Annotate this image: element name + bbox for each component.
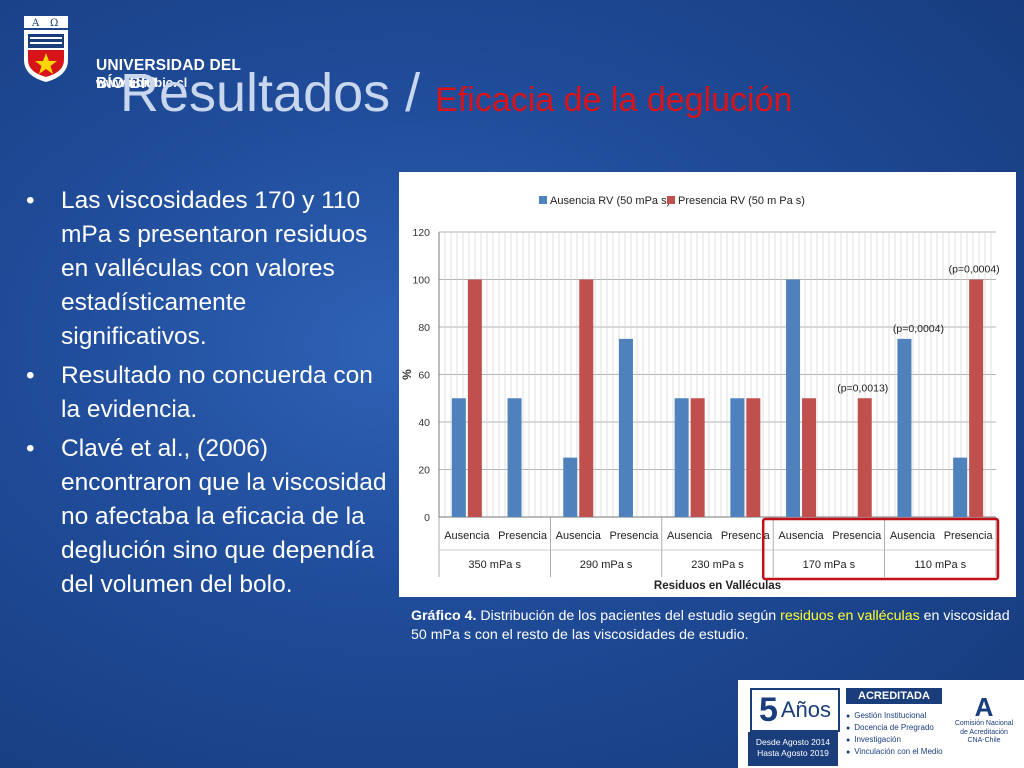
bar-presencia — [690, 398, 705, 517]
bar-chart: 0 20 40 60 80 100 120% Ausencia Presencia 350 mPa… — [399, 172, 1016, 597]
university-url: www.ubiobio.cl — [96, 76, 188, 90]
x-group-label: 110 mPa s — [914, 559, 966, 571]
cna-line: CNA-Chile — [967, 737, 1001, 744]
bar-ausencia — [618, 338, 633, 517]
university-logo: A Ω UNIVERSIDAD DEL BÍO-BÍO www.ubiobio.… — [22, 16, 272, 92]
area-item: Investigación — [846, 734, 943, 746]
bullet-marker: • — [26, 187, 35, 214]
cna-mark-icon: A — [974, 692, 994, 722]
bar-ausencia — [451, 398, 466, 517]
x-axis-label: Residuos en Valléculas — [654, 580, 781, 592]
date-from: Desde Agosto 2014 — [755, 737, 831, 747]
date-to: Hasta Agosto 2019 — [757, 748, 829, 758]
chart-caption: Gráfico 4. Distribución de los pacientes… — [411, 607, 1011, 645]
y-tick-label: 100 — [412, 275, 430, 287]
university-name: UNIVERSIDAD DEL BÍO-BÍO — [96, 57, 241, 92]
x-group-label: 290 mPa s — [580, 559, 633, 571]
bullet-text: Las viscosidades 170 y 110 mPa s present… — [61, 187, 368, 350]
x-category-label: Presencia — [721, 530, 771, 542]
bar-presencia — [802, 398, 817, 517]
legend-label: Ausencia RV (50 mPa s) — [550, 195, 670, 207]
bullet-item: • Las viscosidades 170 y 110 mPa s presen… — [22, 184, 394, 354]
slide-title: Resultados / Eficacia de la deglución — [120, 62, 792, 124]
y-axis-label: % — [400, 369, 414, 380]
x-category-label: Ausencia — [556, 530, 602, 542]
bar-ausencia — [786, 279, 801, 517]
x-category-label: Presencia — [832, 530, 882, 542]
y-tick-label: 40 — [418, 417, 430, 429]
p-value-annotation: (p=0,0013) — [837, 382, 888, 394]
accreditation-dates: Desde Agosto 2014 Hasta Agosto 2019 — [748, 732, 838, 766]
bar-ausencia — [953, 457, 968, 517]
accredited-label: ACREDITADA — [846, 688, 942, 704]
area-item: Gestión Institucional — [846, 710, 943, 722]
x-category-label: Presencia — [498, 530, 548, 542]
x-group-label: 170 mPa s — [803, 559, 856, 571]
caption-text-2: en viscosidad 50 mPa s con el resto de l… — [411, 608, 1010, 643]
bullet-item: • Resultado no concuerda con la evidencia… — [22, 359, 394, 427]
bar-chart-svg: 0 20 40 60 80 100 120% Ausencia Presencia 350 mPa… — [400, 195, 1000, 592]
area-item: Docencia de Pregrado — [846, 722, 943, 734]
caption-highlight: residuos en valléculas — [780, 608, 920, 624]
bar-ausencia — [897, 338, 912, 517]
p-value-annotation: (p=0,0004) — [893, 323, 944, 335]
bar-presencia — [857, 398, 872, 517]
legend-swatch — [539, 196, 547, 204]
cna-line: de Acreditación — [960, 728, 1008, 736]
accreditation-areas: Gestión Institucional Docencia de Pregra… — [846, 710, 943, 758]
bar-ausencia — [674, 398, 689, 517]
slide-title-sub: Eficacia de la deglución — [435, 81, 793, 119]
y-tick-label: 60 — [418, 370, 430, 382]
bar-presencia — [579, 279, 594, 517]
y-tick-label: 80 — [418, 322, 430, 334]
bullet-item: • Clavé et al., (2006) encontraron que la… — [22, 432, 394, 602]
svg-text:A: A — [31, 18, 40, 29]
x-category-label: Ausencia — [444, 530, 490, 542]
bar-ausencia — [507, 398, 522, 517]
x-category-label: Presencia — [609, 530, 659, 542]
cna-logo: A Comisión Nacional de Acreditación CNA-… — [952, 694, 1016, 746]
legend-swatch — [667, 196, 675, 204]
bar-ausencia — [563, 457, 578, 517]
slide-title-main: Resultados / — [120, 63, 436, 123]
legend-label: Presencia RV (50 m Pa s) — [678, 195, 805, 207]
accreditation-badge: 5 Años Desde Agosto 2014 Hasta Agosto 20… — [738, 680, 1024, 768]
svg-text:Ω: Ω — [50, 18, 58, 29]
bullet-list: • Las viscosidades 170 y 110 mPa s presen… — [22, 184, 394, 607]
years-box: 5 Años — [750, 688, 840, 732]
y-tick-label: 20 — [418, 465, 430, 477]
caption-label: Gráfico 4. — [411, 608, 477, 624]
area-item: Vinculación con el Medio — [846, 746, 942, 758]
bullet-marker: • — [26, 435, 35, 462]
x-category-label: Ausencia — [890, 530, 936, 542]
x-category-label: Presencia — [944, 530, 994, 542]
bar-presencia — [746, 398, 761, 517]
x-category-label: Ausencia — [667, 530, 713, 542]
y-tick-label: 120 — [412, 227, 430, 239]
bullet-text: Resultado no concuerda con la evidencia. — [61, 362, 373, 423]
bullet-marker: • — [26, 362, 35, 389]
bar-presencia — [467, 279, 482, 517]
x-group-label: 350 mPa s — [468, 559, 521, 571]
bar-presencia — [969, 279, 984, 517]
x-group-label: 230 mPa s — [691, 559, 744, 571]
x-category-label: Ausencia — [778, 530, 824, 542]
cna-line: Comisión Nacional — [954, 720, 1014, 727]
y-tick-label: 0 — [424, 512, 430, 524]
bullet-text: Clavé et al., (2006) encontraron que la … — [61, 435, 387, 598]
p-value-annotation: (p=0,0004) — [949, 264, 1000, 276]
highlight-box — [761, 517, 1000, 581]
years-number: 5 — [758, 690, 778, 729]
caption-text-1: Distribución de los pacientes del estudi… — [476, 608, 781, 624]
bar-ausencia — [730, 398, 745, 517]
university-crest-icon: A Ω — [24, 16, 68, 82]
years-word: Años — [780, 697, 832, 722]
